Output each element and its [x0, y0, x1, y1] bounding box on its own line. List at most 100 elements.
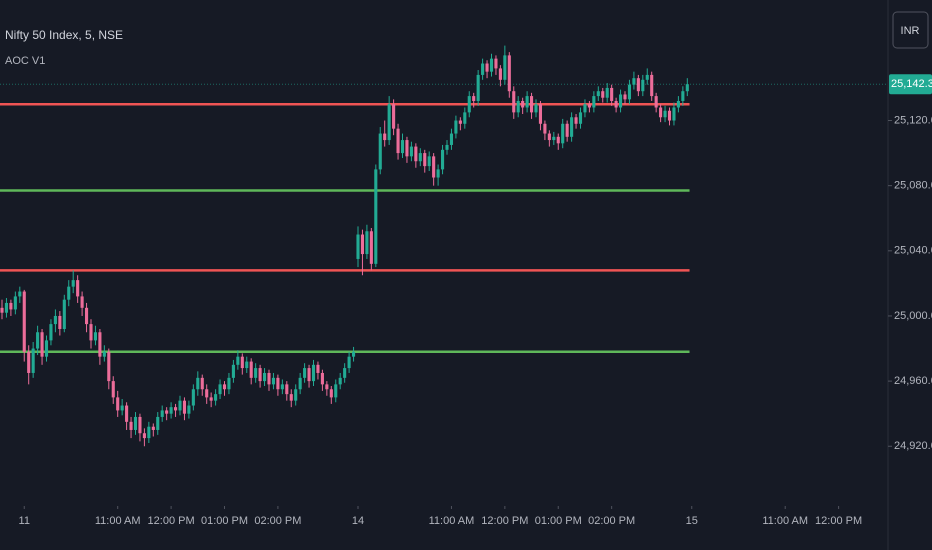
- candle-body: [67, 286, 71, 300]
- last-price-label: 25,142.30: [891, 78, 932, 90]
- candle-body: [387, 104, 391, 141]
- candle-body: [543, 123, 547, 134]
- candle-body: [338, 377, 342, 385]
- candle-body: [601, 91, 605, 98]
- candle-body: [289, 394, 293, 401]
- candle-body: [556, 136, 560, 144]
- y-tick-label: 25,000.00: [894, 310, 932, 322]
- candle-body: [667, 110, 672, 121]
- candle-body: [325, 384, 329, 390]
- candle-body: [0, 307, 4, 313]
- y-tick-label: 24,920.00: [894, 440, 932, 452]
- candle-body: [142, 433, 146, 439]
- candle-body: [374, 169, 378, 264]
- candle-body: [440, 149, 445, 170]
- candle-body: [570, 117, 574, 137]
- candle-body: [458, 120, 462, 124]
- currency-button[interactable]: [892, 11, 929, 49]
- candle-body: [405, 140, 409, 157]
- candle-body: [187, 405, 191, 414]
- candle-body: [378, 133, 382, 170]
- candle-body: [409, 146, 413, 157]
- candle-body: [632, 78, 636, 85]
- x-tick-label: 01:00 PM: [535, 515, 582, 527]
- x-tick-label: 11:00 AM: [762, 515, 808, 527]
- candle-body: [476, 74, 480, 101]
- candle-body: [76, 280, 80, 297]
- candle-body: [62, 299, 66, 329]
- candle-body: [262, 372, 267, 382]
- x-tick-label: 12:00 PM: [148, 515, 195, 527]
- candle-body: [53, 315, 57, 325]
- candle-body: [4, 302, 9, 313]
- candle-body: [467, 96, 471, 113]
- y-tick-label: 24,960.00: [894, 375, 932, 387]
- candle-body: [383, 133, 387, 141]
- candle-body: [605, 87, 609, 98]
- candle-body: [663, 110, 667, 118]
- candle-body: [610, 87, 614, 101]
- candle-body: [445, 144, 449, 150]
- candle-body: [298, 377, 302, 390]
- candle-body: [681, 91, 685, 101]
- candle-body: [427, 156, 431, 167]
- candle-body: [93, 332, 98, 341]
- candle-body: [125, 405, 129, 422]
- candle-body: [36, 332, 40, 349]
- candle-body: [623, 94, 627, 100]
- x-tick-label: 02:00 PM: [588, 515, 635, 527]
- candle-body: [307, 368, 311, 382]
- candle-body: [160, 410, 164, 417]
- candle-body: [58, 315, 62, 329]
- candle-body: [481, 63, 485, 75]
- candle-body: [650, 74, 654, 97]
- candle-body: [311, 364, 316, 382]
- candle-body: [227, 377, 231, 390]
- candle-body: [672, 107, 676, 121]
- candle-body: [356, 234, 360, 259]
- currency-label[interactable]: INR: [901, 25, 920, 37]
- candle-body: [329, 389, 333, 398]
- candle-body: [418, 153, 422, 162]
- candle-body: [27, 351, 31, 373]
- candle-body: [209, 397, 213, 401]
- candle-body: [512, 91, 516, 113]
- candle-body: [392, 104, 396, 129]
- candle-body: [596, 91, 600, 97]
- indicator-label: AOC V1: [5, 55, 45, 67]
- y-tick-label: 25,040.00: [894, 245, 932, 257]
- candle-body: [432, 156, 436, 178]
- last-price-badge: [889, 74, 932, 95]
- candle-body: [641, 79, 645, 92]
- candle-body: [71, 280, 75, 287]
- candle-body: [498, 68, 502, 80]
- candle-body: [49, 324, 53, 341]
- candle-body: [214, 394, 218, 401]
- candle-body: [485, 63, 489, 72]
- candle-body: [98, 332, 102, 357]
- candle-body: [351, 351, 356, 357]
- candle-body: [396, 128, 400, 154]
- candle-body: [574, 117, 578, 124]
- candle-body: [334, 384, 338, 398]
- y-tick-label: 25,120.00: [894, 114, 932, 126]
- candle-body: [89, 324, 93, 341]
- candle-body: [534, 104, 538, 113]
- candle-body: [676, 100, 680, 108]
- candle-body: [538, 104, 543, 124]
- candle-body: [454, 120, 458, 134]
- x-tick-label: 11:00 AM: [429, 515, 475, 527]
- candle-body: [521, 100, 525, 108]
- candle-body: [654, 96, 658, 108]
- candle-body: [552, 136, 556, 141]
- candle-body: [507, 55, 511, 92]
- candle-body: [280, 384, 284, 390]
- candle-body: [583, 104, 587, 113]
- candle-body: [173, 407, 178, 411]
- candle-body: [414, 146, 418, 162]
- candle-body: [178, 400, 182, 411]
- candle-body: [111, 381, 115, 398]
- candle-body: [303, 368, 307, 378]
